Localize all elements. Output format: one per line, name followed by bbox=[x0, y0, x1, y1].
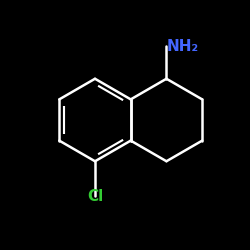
Text: NH₂: NH₂ bbox=[166, 39, 198, 54]
Text: Cl: Cl bbox=[87, 189, 103, 204]
